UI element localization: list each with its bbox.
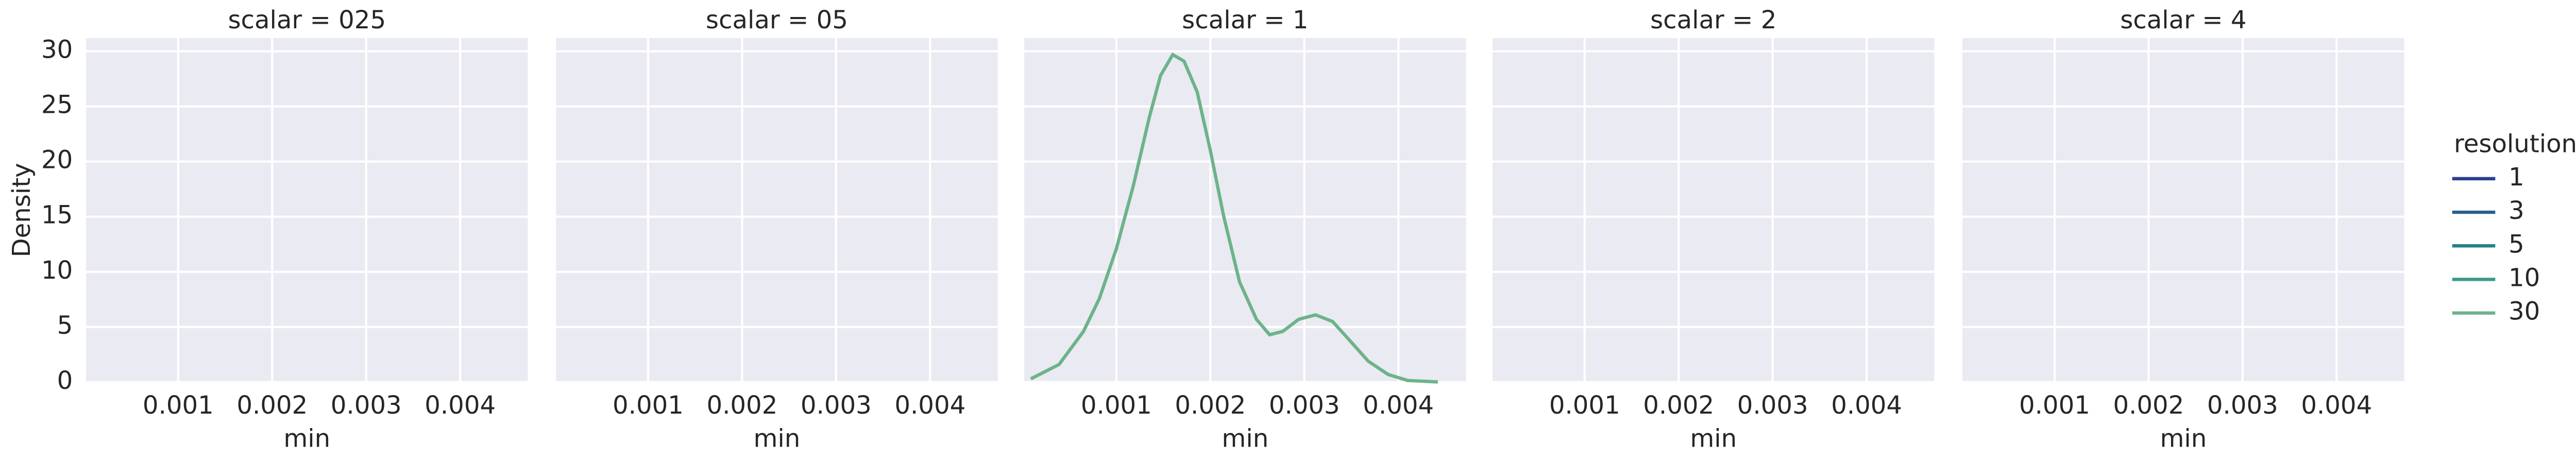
x-axis-label: min (754, 424, 801, 453)
x-tick-label: 0.001 (2019, 391, 2090, 420)
x-tick-label: 0.001 (143, 391, 214, 420)
kde-line (1030, 52, 1438, 384)
x-tick-label: 0.001 (613, 391, 684, 420)
x-axis-label: min (1222, 424, 1268, 453)
x-tick-label: 0.002 (236, 391, 308, 420)
panel-background (86, 38, 528, 382)
x-tick-label: 0.004 (1363, 391, 1434, 420)
x-tick-label: 0.004 (894, 391, 965, 420)
legend-label: 30 (2509, 297, 2540, 326)
x-tick-label: 0.003 (801, 391, 872, 420)
panel-background (1024, 38, 1466, 382)
legend-label: 5 (2509, 230, 2524, 259)
y-tick-label: 10 (41, 256, 73, 285)
x-tick-label: 0.002 (1175, 391, 1246, 420)
y-tick-label: 0 (57, 366, 73, 395)
x-axis-label: min (1690, 424, 1737, 453)
y-tick-label: 20 (41, 146, 73, 175)
legend-label: 1 (2509, 163, 2524, 192)
y-tick-label: 25 (41, 91, 73, 119)
x-tick-label: 0.001 (1549, 391, 1620, 420)
x-tick-label: 0.002 (2113, 391, 2184, 420)
x-tick-label: 0.004 (425, 391, 496, 420)
x-tick-label: 0.003 (2207, 391, 2278, 420)
x-tick-label: 0.002 (706, 391, 777, 420)
legend-title: resolution (2454, 130, 2576, 159)
x-tick-label: 0.003 (1737, 391, 1808, 420)
x-tick-label: 0.003 (331, 391, 402, 420)
x-tick-label: 0.003 (1269, 391, 1340, 420)
y-tick-label: 30 (41, 36, 73, 64)
y-axis-label: Density (7, 163, 36, 257)
x-tick-label: 0.002 (1643, 391, 1714, 420)
facet-title: scalar = 025 (228, 6, 386, 35)
facet-title: scalar = 1 (1182, 6, 1308, 35)
x-tick-label: 0.004 (1831, 391, 1902, 420)
y-tick-label: 15 (41, 201, 73, 230)
x-tick-label: 0.004 (2301, 391, 2372, 420)
panel-background (1962, 38, 2404, 382)
legend-label: 10 (2509, 263, 2540, 292)
legend-label: 3 (2509, 196, 2524, 225)
panel-background (1492, 38, 1935, 382)
x-axis-label: min (2160, 424, 2207, 453)
facet-title: scalar = 4 (2120, 6, 2246, 35)
panel-background (556, 38, 998, 382)
facet-title: scalar = 2 (1650, 6, 1776, 35)
x-tick-label: 0.001 (1081, 391, 1152, 420)
x-axis-label: min (283, 424, 330, 453)
y-tick-label: 5 (57, 311, 73, 340)
facet-title: scalar = 05 (706, 6, 848, 35)
